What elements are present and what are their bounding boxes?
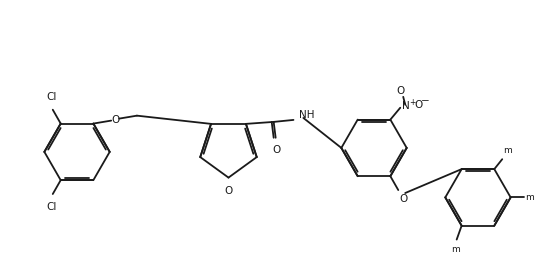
Text: −: − xyxy=(421,96,430,106)
Text: O: O xyxy=(414,100,422,110)
Text: m: m xyxy=(526,193,534,202)
Text: NH: NH xyxy=(299,110,315,120)
Text: O: O xyxy=(396,86,404,96)
Text: O: O xyxy=(224,186,233,196)
Text: Cl: Cl xyxy=(47,92,57,102)
Text: Cl: Cl xyxy=(47,202,57,212)
Text: +: + xyxy=(409,98,416,107)
Text: N: N xyxy=(402,101,410,111)
Text: O: O xyxy=(111,115,119,125)
Text: m: m xyxy=(503,146,512,155)
Text: O: O xyxy=(273,145,281,155)
Text: O: O xyxy=(399,194,407,204)
Text: m: m xyxy=(452,245,460,253)
